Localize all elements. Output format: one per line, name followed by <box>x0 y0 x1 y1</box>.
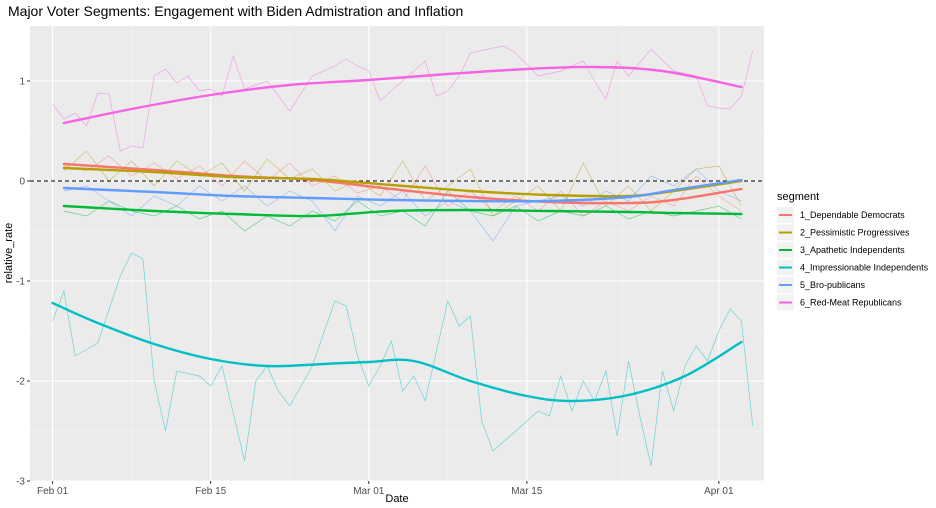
legend-label: 5_Bro-publicans <box>800 280 866 290</box>
chart-title: Major Voter Segments: Engagement with Bi… <box>8 3 463 19</box>
y-tick-label: -1 <box>16 277 25 288</box>
x-tick-label: Apr 01 <box>704 486 734 497</box>
legend-label: 6_Red-Meat Republicans <box>800 298 902 308</box>
y-tick-label: 0 <box>19 177 25 188</box>
legend: segment 1_Dependable Democrats 2_Pessimis… <box>777 191 929 311</box>
legend-label: 1_Dependable Democrats <box>800 210 905 220</box>
legend-label: 3_Apathetic Independents <box>800 245 905 255</box>
raw-series-lines <box>52 45 754 467</box>
y-tick-label: 1 <box>19 77 25 88</box>
smooth-line-series-5 <box>62 178 743 203</box>
y-axis-ticks: -3 -2 -1 0 1 <box>16 77 30 488</box>
x-tick-label: Feb 01 <box>37 486 69 497</box>
smooth-line-series-6 <box>62 65 743 125</box>
raw-line-series-6 <box>52 45 754 152</box>
x-axis-ticks: Feb 01 Feb 15 Mar 01 Mar 15 Apr 01 <box>37 481 734 497</box>
smooth-line-series-1 <box>62 162 743 205</box>
y-axis-label: relative_rate <box>3 223 15 284</box>
x-tick-label: Mar 01 <box>353 486 385 497</box>
x-tick-label: Feb 15 <box>195 486 227 497</box>
plot-panel <box>30 26 764 481</box>
smooth-line-series-3 <box>62 204 743 218</box>
y-tick-label: -3 <box>16 477 25 488</box>
y-tick-label: -2 <box>16 377 25 388</box>
legend-label: 2_Pessimistic Progressives <box>800 228 910 238</box>
raw-line-series-2 <box>63 150 742 217</box>
legend-label: 4_Impressionable Independents <box>800 263 929 273</box>
legend-title: segment <box>777 191 819 203</box>
x-tick-label: Mar 15 <box>511 486 543 497</box>
smooth-line-series-4 <box>51 301 743 403</box>
x-axis-label: Date <box>385 493 408 505</box>
smoothed-series-lines <box>51 65 743 403</box>
raw-line-series-4 <box>52 252 754 467</box>
